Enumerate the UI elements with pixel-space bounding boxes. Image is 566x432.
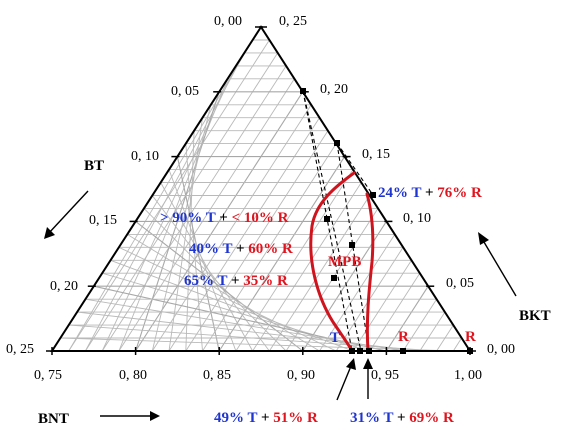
minor-grid-line: [319, 234, 396, 352]
point: [331, 275, 337, 281]
bottom-tick-label: 0, 95: [371, 368, 399, 383]
plus-sign: +: [232, 241, 248, 257]
mpb-left-curve: [309, 171, 356, 353]
plus-sign: +: [421, 185, 437, 201]
tetragonal-fraction: 40% T: [189, 241, 232, 257]
phase-ratio-label-row1: > 90% T + < 10% R: [160, 210, 289, 226]
minor-grid-line: [118, 78, 229, 352]
bnt-arrow-icon: [100, 411, 160, 421]
point: [324, 216, 330, 222]
tetragonal-fraction: 24% T: [378, 185, 421, 201]
minor-grid-line: [60, 337, 454, 352]
bottom-right-arrow-icon: [363, 358, 373, 399]
left-tick-labels: 0, 25 0, 20 0, 15 0, 10 0, 05 0, 00: [6, 14, 242, 357]
minor-grid-line: [185, 130, 195, 352]
point: [300, 88, 306, 94]
right-tick-label: 0, 10: [403, 211, 431, 226]
rhombohedral-marker: R: [398, 329, 409, 345]
triangle-outline: [50, 25, 472, 352]
tie-line-4: [336, 142, 374, 196]
mpb-right-curve: [365, 192, 375, 353]
tie-line-1: [302, 90, 353, 352]
bottom-tick-label: 0, 80: [119, 368, 147, 383]
rhombohedral-fraction: 51% R: [273, 410, 318, 426]
left-tick-label: 0, 10: [131, 149, 159, 164]
bkt-axis-label: BKT: [519, 308, 551, 324]
right-tick-label: 0, 00: [487, 342, 515, 357]
bottom-tick-label: 0, 90: [287, 368, 315, 383]
right-tick-label: 0, 05: [446, 276, 474, 291]
minor-grid-line: [452, 337, 462, 352]
left-tick-label: 0, 20: [50, 279, 78, 294]
rhombohedral-marker: R: [465, 329, 476, 345]
minor-grid-line: [126, 234, 320, 352]
major-grid-line: [176, 156, 220, 352]
major-grid-line: [385, 285, 429, 352]
left-tick-label: 0, 00: [214, 14, 242, 29]
bottom-tick-labels: 0, 75 0, 80 0, 85 0, 90 0, 95 1, 00: [34, 368, 482, 383]
phase-ratio-label-bottom-right: 31% T + 69% R: [350, 410, 454, 426]
left-tick-label: 0, 05: [171, 84, 199, 99]
rhombohedral-fraction: < 10% R: [232, 210, 289, 226]
minor-grid-line: [252, 182, 362, 352]
bnt-axis-label: BNT: [38, 411, 69, 427]
tetragonal-fraction: 65% T: [184, 273, 227, 289]
tetragonal-fraction: 31% T: [350, 410, 393, 426]
bottom-tick-label: 0, 85: [203, 368, 231, 383]
point: [366, 348, 372, 354]
plus-sign: +: [227, 273, 243, 289]
minor-grid-line: [143, 208, 287, 352]
minor-grid-line: [419, 311, 446, 352]
mpb-boundary: [309, 171, 375, 353]
point: [349, 348, 355, 354]
point: [349, 242, 355, 248]
minor-grid-line: [151, 104, 212, 352]
bt-axis-label: BT: [84, 158, 104, 174]
tetragonal-fraction: > 90% T: [160, 210, 216, 226]
plus-sign: +: [216, 210, 232, 226]
phase-ratio-label-bottom-left: 49% T + 51% R: [214, 410, 318, 426]
bt-arrow-icon: [44, 190, 89, 239]
rhombohedral-fraction: 76% R: [437, 185, 482, 201]
minor-grid-line: [118, 78, 295, 352]
bkt-arrow-icon: [478, 232, 517, 297]
bottom-tick-label: 0, 75: [34, 368, 62, 383]
left-tick-label: 0, 15: [89, 213, 117, 228]
minor-grid-line: [151, 104, 312, 352]
plus-sign: +: [257, 410, 273, 426]
mpb-label: MPB: [328, 254, 361, 270]
bottom-left-arrow-icon: [336, 358, 356, 401]
rhombohedral-fraction: 35% R: [243, 273, 288, 289]
right-tick-label: 0, 20: [320, 82, 348, 97]
tetragonal-marker: T: [330, 330, 340, 346]
tetragonal-fraction: 49% T: [214, 410, 257, 426]
minor-grid-line: [185, 130, 329, 352]
rhombohedral-fraction: 60% R: [248, 241, 293, 257]
right-tick-labels: 0, 00 0, 05 0, 10 0, 15 0, 20 0, 25: [279, 14, 515, 357]
right-tick-label: 0, 25: [279, 14, 307, 29]
point: [357, 348, 363, 354]
data-points: [300, 88, 473, 354]
bottom-tick-label: 1, 00: [454, 368, 482, 383]
grid-lines: [60, 39, 462, 352]
plus-sign: +: [393, 410, 409, 426]
phase-ratio-label-row3: 65% T + 35% R: [184, 273, 288, 289]
right-tick-label: 0, 15: [362, 147, 390, 162]
left-tick-label: 0, 25: [6, 342, 34, 357]
phase-ratio-label-top-right: 24% T + 76% R: [378, 185, 482, 201]
point: [400, 348, 406, 354]
minor-grid-line: [160, 182, 253, 352]
point: [370, 192, 376, 198]
point: [467, 348, 473, 354]
minor-grid-line: [77, 311, 420, 352]
rhombohedral-fraction: 69% R: [409, 410, 454, 426]
tie-line-2: [302, 90, 362, 352]
point: [334, 140, 340, 146]
phase-ratio-label-row2: 40% T + 60% R: [189, 241, 293, 257]
minor-grid-line: [85, 52, 279, 352]
minor-grid-line: [352, 260, 412, 352]
